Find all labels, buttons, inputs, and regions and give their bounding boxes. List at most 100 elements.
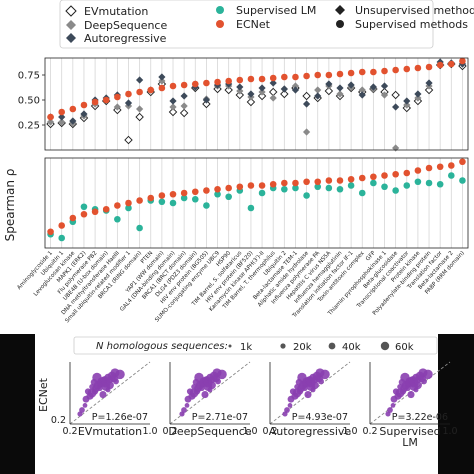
comparison-point — [82, 395, 90, 403]
bottom-point-ecnet — [80, 210, 88, 218]
top-point-ecnet — [80, 101, 88, 109]
bottom-point-supervised-lm — [136, 224, 143, 232]
comparison-tick-label-x: 0.2 — [362, 426, 377, 437]
comparison-point — [304, 390, 312, 399]
top-point-autoregressive — [347, 81, 355, 89]
bottom-point-supervised-lm — [336, 185, 344, 193]
comparison-point — [217, 369, 227, 380]
comparison-point — [184, 395, 192, 403]
top-point-autoregressive — [403, 97, 411, 105]
bottom-point-supervised-lm — [425, 179, 433, 187]
bottom-point-supervised-lm — [225, 193, 232, 201]
top-point-ecnet — [236, 76, 244, 84]
top-point-deepsequence — [392, 144, 400, 152]
comparison-panel-background — [35, 334, 438, 474]
legend-marker-unsupervised-methods — [335, 5, 345, 15]
comparison-point — [105, 387, 111, 393]
legend-label-unsupervised-methods: Unsupervised methods — [355, 4, 474, 17]
bottom-point-supervised-lm — [403, 182, 411, 189]
top-point-ecnet — [58, 108, 65, 116]
bottom-point-ecnet — [47, 228, 54, 236]
top-point-ecnet — [347, 69, 355, 77]
bottom-point-supervised-lm — [314, 183, 322, 191]
bottom-point-ecnet — [91, 208, 99, 216]
top-point-ecnet — [136, 88, 143, 96]
top-point-ecnet — [191, 80, 199, 88]
comparison-point — [106, 381, 114, 390]
bottom-point-ecnet — [381, 172, 388, 179]
top-point-ecnet — [91, 98, 99, 106]
top-point-deepsequence — [336, 90, 344, 98]
top-y-tick-label: 0.25 — [18, 121, 40, 132]
bottom-point-supervised-lm — [258, 189, 266, 197]
comparison-point — [201, 390, 209, 399]
comparison-point — [181, 407, 187, 413]
top-point-ecnet — [381, 67, 388, 75]
top-point-deepsequence — [136, 105, 144, 113]
comparison-point — [113, 378, 119, 385]
legend-marker-evmutation — [65, 5, 77, 17]
top-point-ecnet — [69, 105, 77, 113]
bottom-point-supervised-lm — [358, 189, 366, 197]
comparison-point — [115, 369, 125, 380]
comparison-point — [289, 388, 297, 395]
bottom-point-supervised-lm — [191, 195, 199, 203]
top-point-deepsequence — [58, 118, 66, 126]
bottom-point-supervised-lm — [370, 179, 377, 187]
size-legend-label: 40k — [342, 342, 361, 353]
top-point-evmutation — [302, 91, 311, 101]
comparison-point — [97, 385, 103, 392]
top-point-ecnet — [147, 86, 155, 94]
p-value: P=3.22e-06 — [392, 412, 448, 423]
legend-label-supervised-lm: Supervised LM — [236, 4, 316, 17]
size-legend-marker — [328, 342, 336, 350]
bottom-point-ecnet — [158, 192, 166, 199]
legend-entry-evmutation: EVmutation — [65, 5, 148, 18]
bottom-point-supervised-lm — [125, 204, 132, 212]
bottom-point-supervised-lm — [180, 194, 188, 202]
top-point-autoregressive — [336, 84, 344, 92]
comparison-point — [390, 395, 398, 403]
top-point-ecnet — [358, 68, 366, 76]
bottom-point-ecnet — [392, 170, 399, 178]
p-value: P=1.26e-07 — [92, 412, 148, 423]
legend-marker-autoregressive — [66, 33, 76, 43]
comparison-point — [99, 390, 107, 399]
bottom-point-ecnet — [269, 180, 277, 188]
legend-entry-deepsequence: DeepSequence — [66, 19, 167, 32]
bottom-point-ecnet — [292, 179, 299, 187]
top-y-tick-label: 0.50 — [18, 96, 40, 107]
top-point-autoregressive — [180, 92, 188, 100]
top-point-evmutation — [168, 107, 178, 117]
bottom-point-ecnet — [336, 177, 344, 184]
top-point-ecnet — [425, 63, 433, 71]
comparison-point — [191, 384, 197, 390]
bottom-point-supervised-lm — [158, 198, 166, 206]
top-point-ecnet — [403, 65, 411, 73]
comparison-point — [287, 395, 295, 403]
size-legend-label: 1k — [240, 342, 252, 353]
comparison-point — [302, 385, 308, 392]
comparison-point — [392, 388, 400, 395]
bottom-point-supervised-lm — [436, 180, 444, 188]
top-point-ecnet — [325, 71, 333, 79]
legend-marker-ecnet — [216, 20, 224, 28]
comparison-y-axis-title: ECNet — [37, 377, 50, 412]
top-panel-frame — [44, 57, 469, 151]
bottom-point-ecnet — [258, 182, 266, 189]
bottom-point-ecnet — [147, 194, 155, 202]
top-point-deepsequence — [291, 82, 300, 90]
top-point-evmutation — [135, 112, 144, 122]
comparison-point — [90, 378, 98, 386]
comparison-point — [186, 388, 194, 395]
identity-line — [69, 361, 151, 425]
top-point-deepsequence — [46, 118, 55, 126]
comparison-point — [398, 378, 406, 386]
comparison-point — [407, 390, 415, 399]
top-point-deepsequence — [314, 86, 322, 94]
top-point-evmutation — [280, 89, 289, 99]
bottom-point-ecnet — [203, 187, 210, 194]
bottom-point-supervised-lm — [114, 215, 121, 223]
top-point-evmutation — [179, 108, 189, 118]
